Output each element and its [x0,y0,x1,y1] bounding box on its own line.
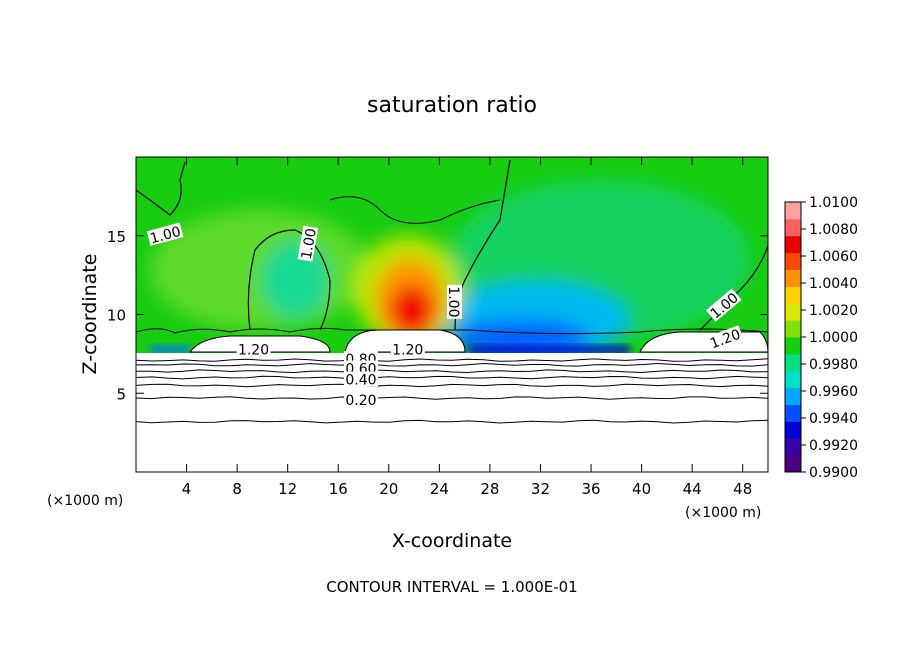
x-tick-label: 24 [430,480,449,498]
blue-strip [470,345,630,355]
colorbar-swatch [785,218,801,237]
contour-label-bg [146,222,184,246]
contour-1-00-top [329,196,501,224]
colorbar-label: 1.0060 [809,249,858,265]
x-tick-label: 12 [278,480,297,498]
contour-label-text: 0.20 [345,393,376,409]
contour-label: 1.00 [297,225,320,262]
x-tick-label: 32 [531,480,550,498]
contour-label-bg [705,288,742,322]
colorbar-label: 1.0080 [809,222,858,238]
x-unit-left: (×1000 m) [47,493,123,509]
colorbar-label: 1.0100 [809,195,858,211]
x-tick-label: 28 [480,480,499,498]
colorbar-swatch [785,303,801,321]
contour-label: 0.20 [343,392,378,409]
colorbar-swatch [785,269,801,287]
chart-title: saturation ratio [367,93,537,118]
contour-label-bg [236,341,271,357]
contour-label-bg [706,325,744,351]
y-axis: 5 10 15 [107,228,768,403]
contour-label-text: 1.00 [299,227,320,260]
colorbar-swatch [785,387,801,405]
colorbar-swatch [785,370,801,389]
contour-line [135,375,769,380]
x-unit-right: (×1000 m) [685,505,761,521]
colorbar-swatch [785,353,801,372]
contour-1-00-far-right [699,244,768,331]
y-tick-label: 5 [116,385,126,403]
red-core [390,285,434,335]
colorbar-swatch [785,337,801,355]
contour-line [135,362,769,367]
light-green-patch [150,210,370,330]
contour-label-bg [343,371,378,387]
contour-label-text: 1.00 [148,224,182,248]
contour-cloud-top [136,327,768,335]
colorbar-swatch [785,404,801,422]
colorbar-swatch [785,202,801,220]
colorbar-swatch [785,286,801,304]
contour-line [135,383,769,388]
colorbar-label: 0.9940 [809,411,858,427]
contour-label: 1.00 [146,222,184,248]
contour-label: 0.40 [343,371,378,389]
y-tick-label: 10 [107,307,126,325]
colorbar: 1.0100 1.0080 1.0060 1.0040 1.0020 1.0000 0.99… [784,195,858,481]
contour-1-00-mid [247,229,331,331]
colorbar-swatch [785,438,801,456]
contour-label-bg [343,392,378,408]
x-axis: 4 8 12 16 20 24 28 32 36 40 44 48 [182,157,752,498]
x-tick-label: 16 [329,480,348,498]
lower-layer [136,353,768,472]
colorbar-swatch [785,320,801,338]
contour-label-text: 0.40 [345,373,376,389]
contour-label-text: 1.20 [238,343,269,359]
contour-label: 1.20 [390,341,425,359]
layered-contours [135,358,769,424]
colorbar-swatch [785,455,801,473]
contour-1-00-left [136,161,186,216]
contour-line [136,369,769,374]
contour-label: 1.20 [236,341,271,359]
x-tick-label: 44 [683,480,702,498]
colorbar-label: 0.9920 [809,438,858,454]
colorbar-swatch [785,235,801,254]
field [136,157,768,472]
contour-line [135,358,769,362]
x-tick-label: 8 [232,480,242,498]
plot-area: 1.00 1.001.00 1.001.20 1.20 1.200.800.600.40… [107,156,769,498]
x-axis-label: X-coordinate [392,530,512,552]
colorbar-label: 0.9980 [809,357,858,373]
colorbar-swatch [785,252,801,270]
contour-label-bg [447,284,463,319]
x-tick-label: 4 [182,480,192,498]
x-tick-label: 48 [733,480,752,498]
contour-interval-note: CONTOUR INTERVAL = 1.000E-01 [326,578,577,596]
contour-line [135,396,769,400]
y-tick-label: 15 [107,228,126,246]
left-blue-strip [150,345,190,354]
x-tick-label: 20 [379,480,398,498]
y-axis-label: Z-coordinate [79,254,101,375]
x-tick-label: 40 [632,480,651,498]
contour-label: 1.00 [445,284,463,319]
contour-label-bg [297,225,319,262]
contour-label-text: 1.20 [392,343,423,359]
contour-label-text: 1.00 [445,286,461,317]
contour-line [135,419,769,424]
contour-label-bg [390,341,425,357]
colorbar-label: 0.9960 [809,384,858,400]
colorbar-label: 0.9900 [809,465,858,481]
colorbar-swatch [785,421,801,439]
x-tick-label: 36 [581,480,600,498]
contour-labels: 1.00 1.001.00 1.001.20 1.20 1.200.800.600.40… [146,222,744,409]
colorbar-label: 1.0040 [809,276,858,292]
colorbar-label: 1.0000 [809,330,858,346]
colorbar-label: 1.0020 [809,303,858,319]
